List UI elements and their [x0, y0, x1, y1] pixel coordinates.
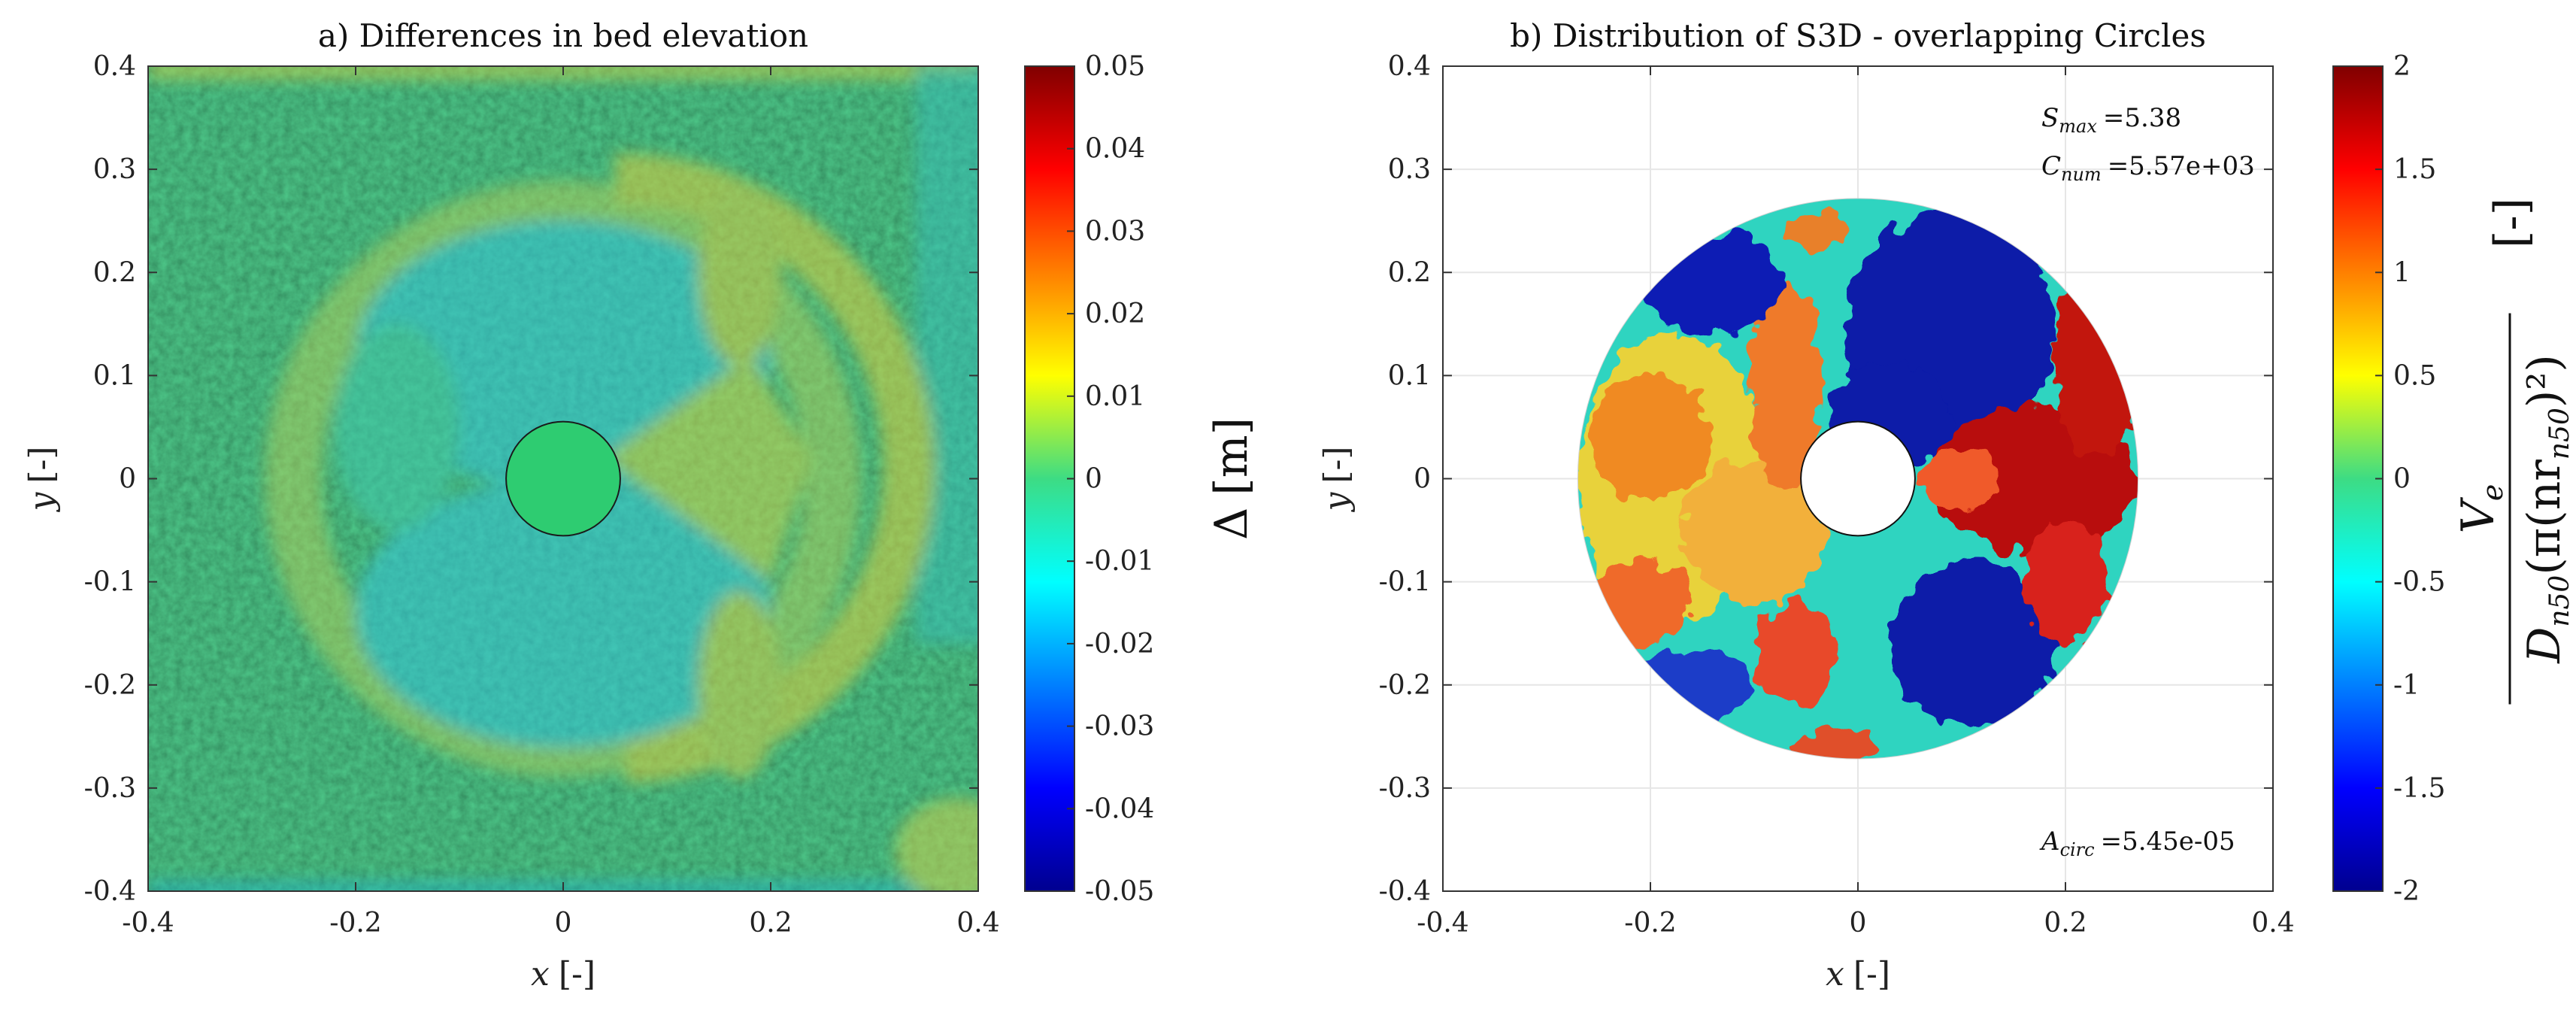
colorbar-tick-label: 0.02 [1085, 299, 1145, 329]
x-tick-label: 0.2 [2044, 908, 2087, 939]
colorbar-tick-label: -0.5 [2393, 567, 2445, 598]
upper-left-orange-streak [1749, 282, 1822, 490]
lower-left-red-speck [1754, 602, 1838, 706]
colorbar-tick-label: -0.03 [1085, 711, 1154, 742]
wake-red-arm-lower [2023, 519, 2108, 644]
panel-b-ylabel: y[-] [1317, 446, 1356, 512]
left-red-speck [1588, 560, 1693, 644]
panel-b: b) Distribution of S3D - overlapping Cir… [1317, 17, 2575, 993]
panel-a: a) Differences in bed elevation -0.4 -0.2… [23, 17, 1258, 993]
colorbar-tick-label: 1 [2393, 257, 2411, 288]
colorbar-tick-label: -2 [2393, 876, 2420, 907]
y-tick-label: 0 [119, 464, 136, 495]
panel-a-colorbar-label: Δ[m] [1205, 417, 1258, 540]
y-tick-label: 0.4 [93, 51, 136, 82]
colorbar-tick-label: 0.04 [1085, 134, 1145, 165]
x-tick-label: -0.2 [1624, 908, 1676, 939]
y-tick-label: 0.4 [1388, 51, 1431, 82]
panel-b-volume-field [1577, 209, 2138, 760]
y-tick-label: 0.2 [93, 257, 136, 288]
cb-label-numerator: Ve [2452, 484, 2509, 534]
panel-b-pile-hole [1800, 420, 1916, 537]
panel-b-colorbar-ticks: 2 1.5 1 0.5 0 -0.5 -1 -1.5 -2 [2375, 51, 2445, 907]
y-tick-label: -0.1 [84, 567, 136, 598]
x-tick-label: -0.4 [122, 908, 174, 939]
panel-b-annulus-outer-edge [1577, 198, 2139, 760]
y-tick-label: 0 [1414, 464, 1431, 495]
panel-b-title: b) Distribution of S3D - overlapping Cir… [1510, 17, 2206, 54]
x-tick-label: 0 [555, 908, 572, 939]
annotation-smax: Smax =5.38 [2041, 103, 2181, 137]
y-tick-label: -0.2 [1379, 670, 1431, 701]
panel-b-y-ticks: 0.4 0.3 0.2 0.1 0 -0.1 -0.2 -0.3 -0.4 [1379, 51, 2273, 907]
colorbar-tick-label: 0 [2393, 464, 2411, 495]
bottom-red-speck [1796, 726, 1879, 760]
y-tick-label: -0.4 [84, 876, 136, 907]
panel-b-plot [1577, 198, 2138, 760]
x-tick-label: 0.4 [956, 908, 999, 939]
annotation-cnum: Cnum =5.57e+03 [2041, 151, 2255, 185]
colorbar-tick-label: -0.05 [1085, 876, 1154, 907]
upper-left-blue-region [1640, 230, 1786, 335]
y-tick-label: 0.3 [93, 154, 136, 185]
wake-orange-core [1920, 447, 2004, 510]
panel-a-x-ticks: -0.4 -0.2 0 0.2 0.4 [122, 66, 1000, 939]
colorbar-tick-label: -0.04 [1085, 793, 1154, 824]
panel-a-ylabel: y[-] [23, 446, 61, 512]
panel-b-xlabel: x [-] [1826, 955, 1890, 993]
colorbar-tick-label: -1.5 [2393, 773, 2445, 804]
colorbar-tick-label: 0.01 [1085, 381, 1145, 412]
wake-red-arm-upper [2055, 250, 2138, 459]
y-tick-label: -0.3 [84, 773, 136, 804]
colorbar-tick-label: -0.01 [1085, 546, 1154, 577]
left-orange-patch-2 [1681, 457, 1827, 603]
y-tick-label: 0.3 [1388, 154, 1431, 185]
panel-a-pile [505, 420, 621, 537]
y-tick-label: -0.1 [1379, 567, 1431, 598]
x-tick-label: -0.2 [329, 908, 381, 939]
colorbar-tick-label: 2 [2393, 51, 2411, 82]
y-tick-label: 0.2 [1388, 257, 1431, 288]
y-tick-label: -0.4 [1379, 876, 1431, 907]
panel-b-colorbar-label: Ve Dn50(π(nrn50)²) [-] [2452, 198, 2575, 705]
colorbar-tick-label: -1 [2393, 670, 2420, 701]
top-orange-speck [1785, 210, 1848, 252]
colorbar-tick-label: 0 [1085, 464, 1102, 495]
left-orange-patch [1588, 375, 1713, 500]
panel-a-colorbar [1024, 65, 1075, 892]
colorbar-tick-label: -0.02 [1085, 629, 1154, 660]
y-tick-label: 0.1 [93, 360, 136, 391]
panel-a-title: a) Differences in bed elevation [318, 17, 808, 54]
annotation-acirc: Acirc =5.45e-05 [2039, 826, 2235, 860]
panel-a-y-ticks: 0.4 0.3 0.2 0.1 0 -0.1 -0.2 -0.3 -0.4 [84, 51, 978, 907]
panel-a-xlabel: x [-] [531, 955, 596, 993]
colorbar-tick-label: 0.05 [1085, 51, 1145, 82]
lower-blue-region [1889, 560, 2056, 727]
cb-label-denominator: Dn50(π(nrn50)²) [2518, 354, 2575, 664]
panel-a-colorbar-ticks: 0.05 0.04 0.03 0.02 0.01 0 -0.01 -0.02 -0.03 -0.0… [1067, 51, 1154, 907]
cb-label-unit: [-] [2485, 198, 2538, 248]
panel-b-x-ticks: -0.4 -0.2 0 0.2 0.4 [1417, 66, 2295, 939]
colorbar-tick-label: 0.5 [2393, 360, 2436, 391]
x-tick-label: 0.2 [749, 908, 792, 939]
x-tick-label: -0.4 [1417, 908, 1468, 939]
y-tick-label: -0.3 [1379, 773, 1431, 804]
panel-a-plot [148, 66, 978, 891]
colorbar-tick-label: 0.03 [1085, 216, 1145, 247]
y-tick-label: 0.1 [1388, 360, 1431, 391]
x-tick-label: 0.4 [2251, 908, 2294, 939]
colorbar-tick-label: 1.5 [2393, 154, 2436, 185]
x-tick-label: 0 [1850, 908, 1867, 939]
y-tick-label: -0.2 [84, 670, 136, 701]
